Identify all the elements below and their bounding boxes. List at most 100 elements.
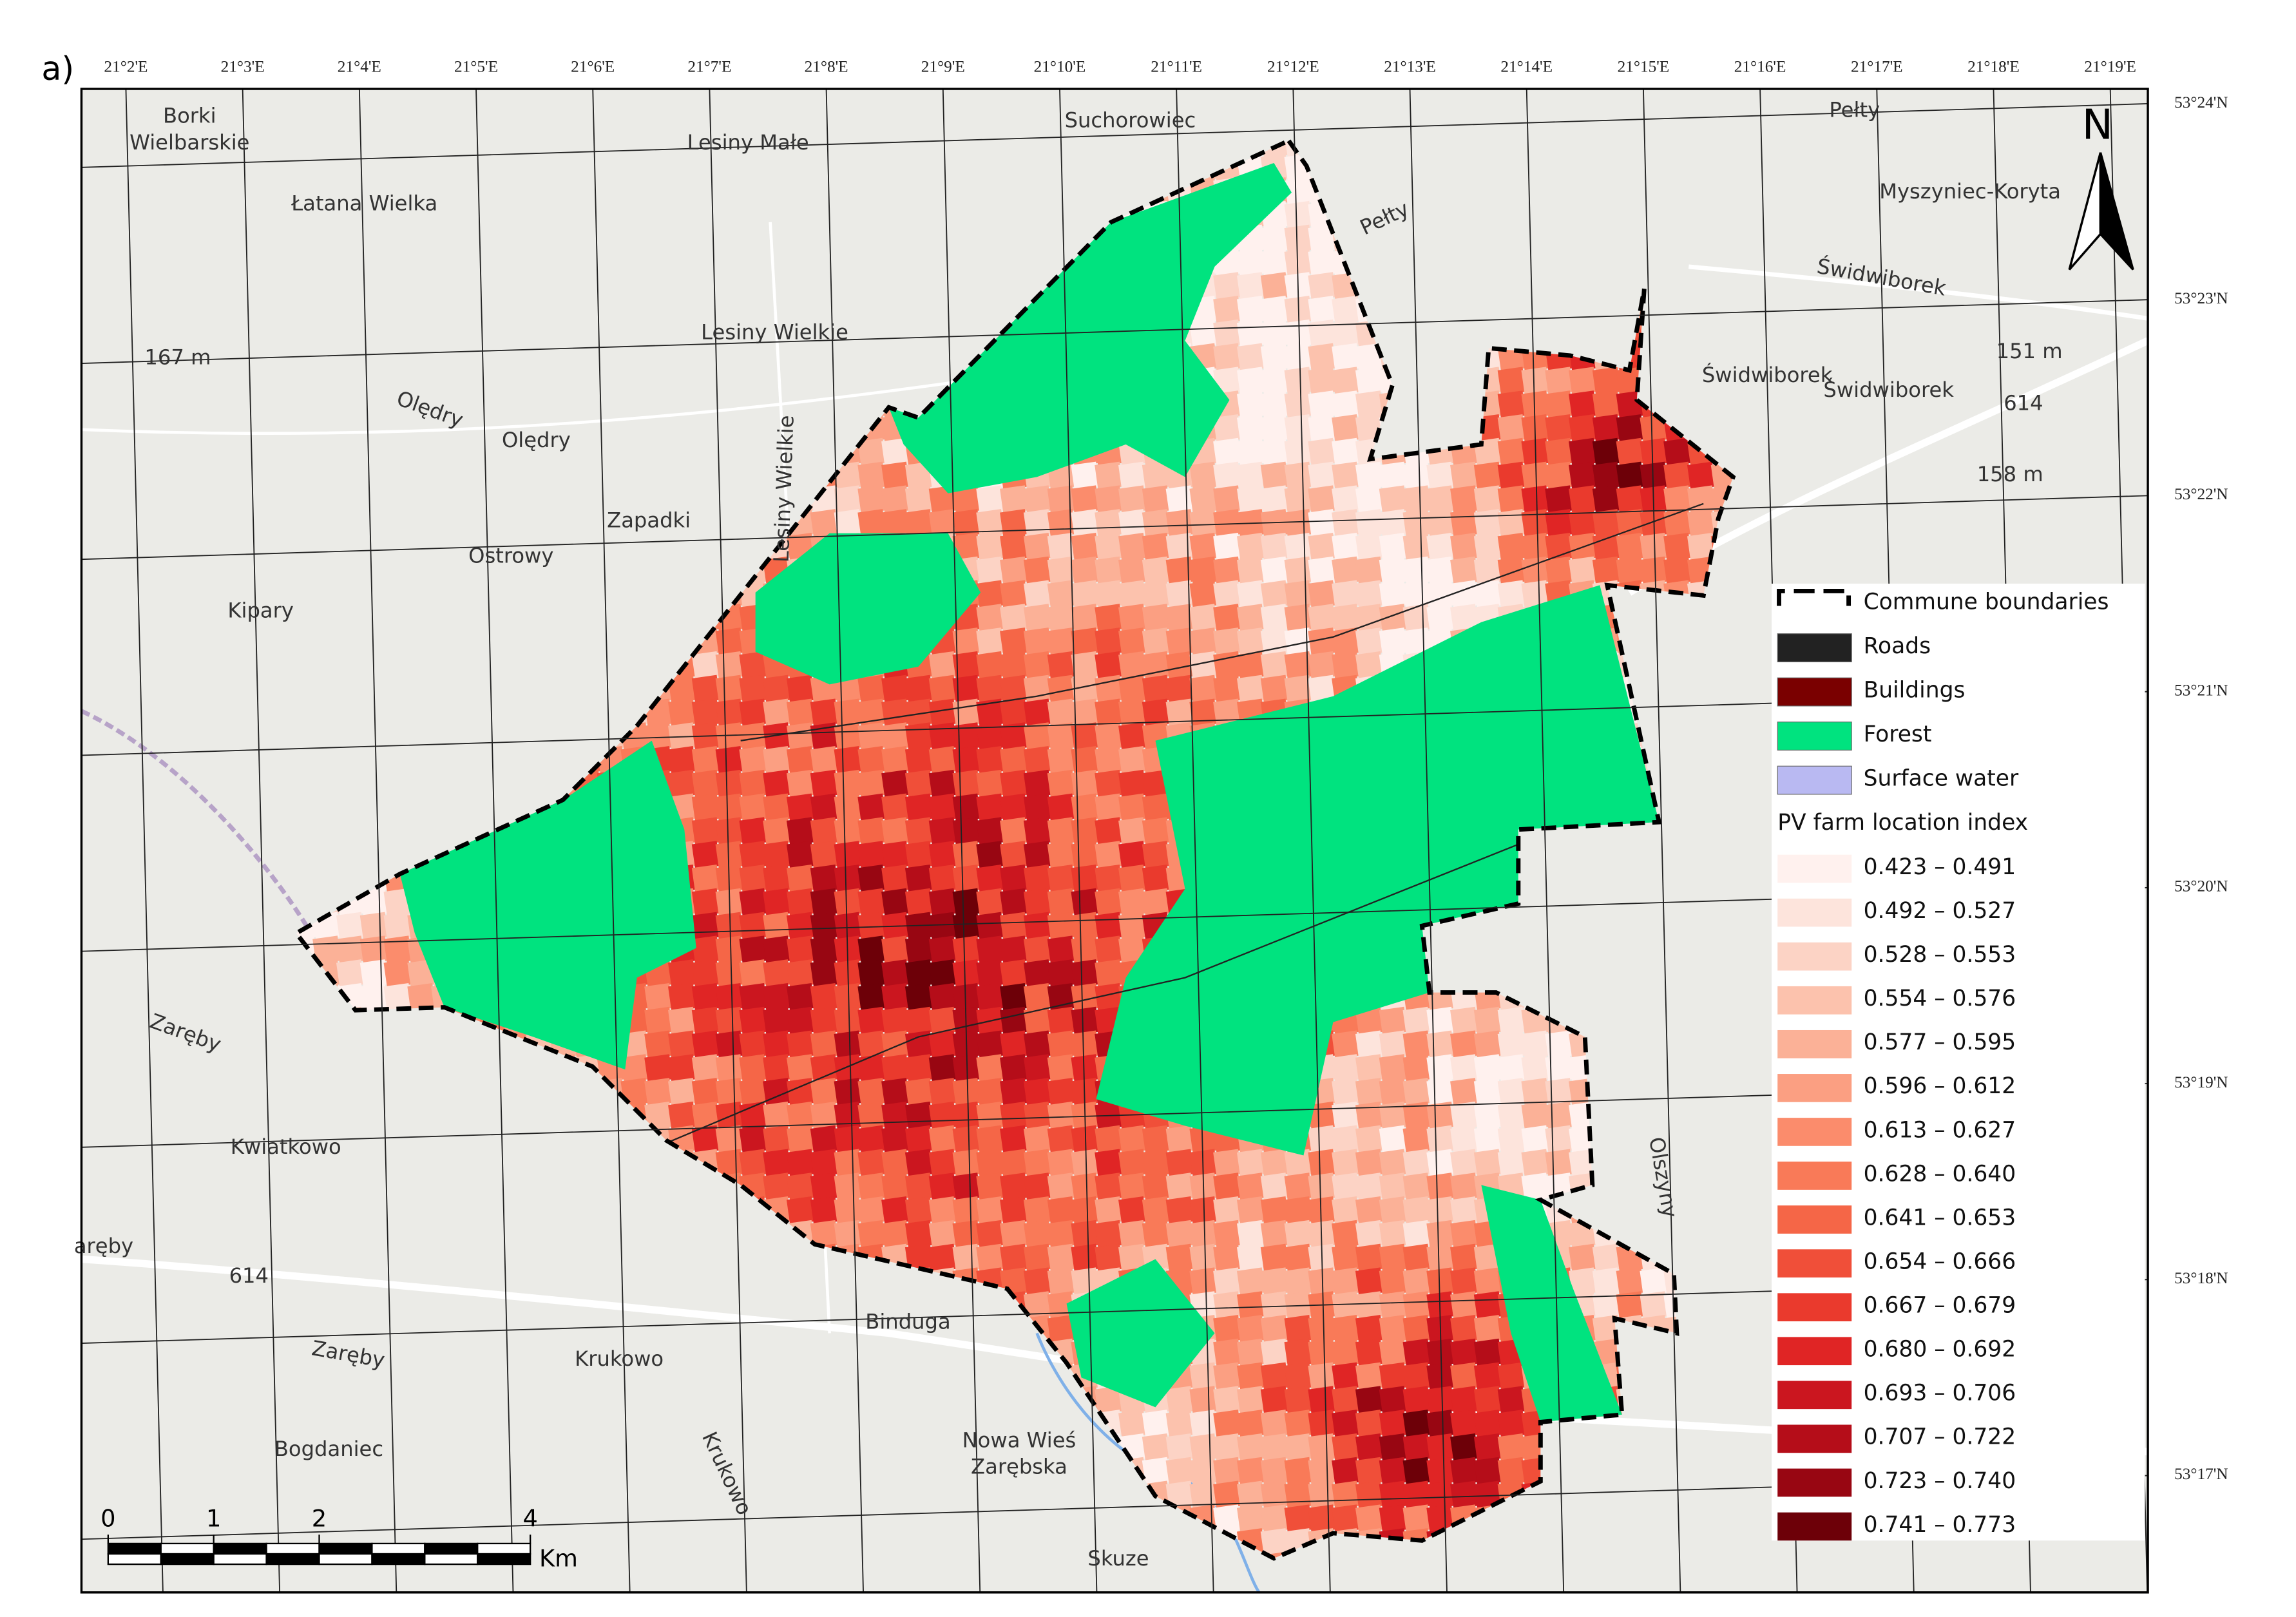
index-patch	[786, 888, 816, 917]
index-patch	[1071, 532, 1100, 562]
legend-swatch	[1777, 677, 1852, 707]
index-patch	[1000, 1220, 1029, 1249]
legend-label: 0.654 – 0.666	[1864, 1249, 2016, 1274]
index-patch	[1023, 1101, 1053, 1131]
index-patch	[739, 959, 768, 988]
index-patch	[1000, 532, 1029, 562]
index-patch	[739, 864, 768, 894]
index-patch	[1000, 982, 1029, 1012]
index-patch	[763, 769, 792, 798]
legend-swatch	[1777, 1249, 1852, 1277]
index-patch	[739, 769, 768, 798]
longitude-label: 21°4'E	[338, 58, 381, 76]
index-patch	[1047, 509, 1076, 538]
index-patch	[857, 675, 886, 703]
index-patch	[857, 959, 886, 988]
index-patch	[810, 1220, 839, 1249]
index-patch	[1118, 864, 1147, 894]
index-patch	[739, 722, 768, 751]
index-patch	[1095, 1220, 1124, 1249]
legend-swatch	[1777, 1293, 1852, 1322]
legend-swatch	[1777, 1029, 1852, 1058]
index-patch	[1023, 722, 1053, 751]
index-patch	[857, 461, 886, 490]
index-patch	[763, 793, 792, 822]
index-patch	[1047, 1125, 1076, 1154]
index-patch	[383, 935, 412, 964]
index-patch	[976, 675, 1005, 703]
index-patch	[1000, 793, 1029, 822]
index-patch	[928, 1220, 957, 1249]
index-patch	[763, 935, 792, 964]
index-patch	[691, 935, 720, 964]
index-patch	[1095, 485, 1124, 514]
index-patch	[1071, 1006, 1100, 1035]
index-patch	[1023, 1172, 1053, 1201]
index-patch	[1023, 982, 1053, 1012]
place-label: 614	[229, 1263, 269, 1288]
index-patch	[952, 841, 981, 870]
index-patch	[976, 1243, 1005, 1272]
index-patch	[1047, 1078, 1076, 1107]
scale-segment	[213, 1553, 267, 1565]
index-patch	[1142, 604, 1171, 633]
legend-label: Buildings	[1864, 677, 1966, 703]
index-patch	[715, 959, 744, 988]
index-patch	[952, 912, 981, 941]
index-patch	[763, 817, 792, 846]
index-patch	[976, 817, 1005, 846]
index-patch	[786, 864, 816, 894]
index-patch	[928, 1054, 957, 1083]
index-patch	[952, 864, 981, 894]
index-patch	[834, 793, 863, 822]
index-patch	[786, 817, 816, 846]
index-patch	[857, 1030, 886, 1059]
index-patch	[928, 698, 957, 727]
index-patch	[976, 959, 1005, 988]
index-patch	[1118, 793, 1147, 822]
index-patch	[383, 888, 412, 917]
index-patch	[1047, 627, 1076, 656]
index-patch	[1047, 959, 1076, 988]
index-patch	[1071, 722, 1100, 751]
panel-label: a)	[41, 50, 74, 88]
index-patch	[1047, 1314, 1076, 1344]
index-patch	[1023, 793, 1053, 822]
place-label: Bogdaniec	[274, 1437, 383, 1461]
index-patch	[834, 509, 863, 538]
index-patch	[739, 1030, 768, 1059]
index-patch	[715, 982, 744, 1012]
scale-segment	[477, 1553, 531, 1565]
index-patch	[881, 1125, 910, 1154]
index-patch	[1118, 1125, 1147, 1154]
index-patch	[1118, 532, 1147, 562]
index-patch	[1023, 935, 1053, 964]
index-patch	[1095, 746, 1124, 775]
index-patch	[1023, 1125, 1053, 1154]
index-patch	[1142, 864, 1171, 894]
index-patch	[1071, 912, 1100, 941]
index-patch	[810, 888, 839, 917]
legend-label: 0.613 – 0.627	[1864, 1117, 2016, 1143]
index-patch	[1142, 817, 1171, 846]
index-patch	[1047, 1149, 1076, 1178]
index-patch	[1000, 1125, 1029, 1154]
index-patch	[857, 1149, 886, 1178]
index-patch	[1142, 793, 1171, 822]
index-patch	[928, 888, 957, 917]
index-patch	[1000, 912, 1029, 941]
index-patch	[668, 1030, 697, 1059]
scale-tick-label: 2	[312, 1505, 327, 1533]
index-patch	[763, 698, 792, 727]
index-patch	[1142, 698, 1171, 727]
index-patch	[1000, 1101, 1029, 1131]
index-patch	[1047, 722, 1076, 751]
legend-title: PV farm location index	[1777, 810, 2028, 836]
longitude-label: 21°17'E	[1851, 58, 1903, 76]
index-patch	[1047, 698, 1076, 727]
index-patch	[336, 959, 365, 988]
index-patch	[1023, 651, 1053, 680]
legend-label: 0.596 – 0.612	[1864, 1073, 2016, 1099]
longitude-label: 21°7'E	[687, 58, 731, 76]
index-patch	[1071, 1267, 1100, 1296]
